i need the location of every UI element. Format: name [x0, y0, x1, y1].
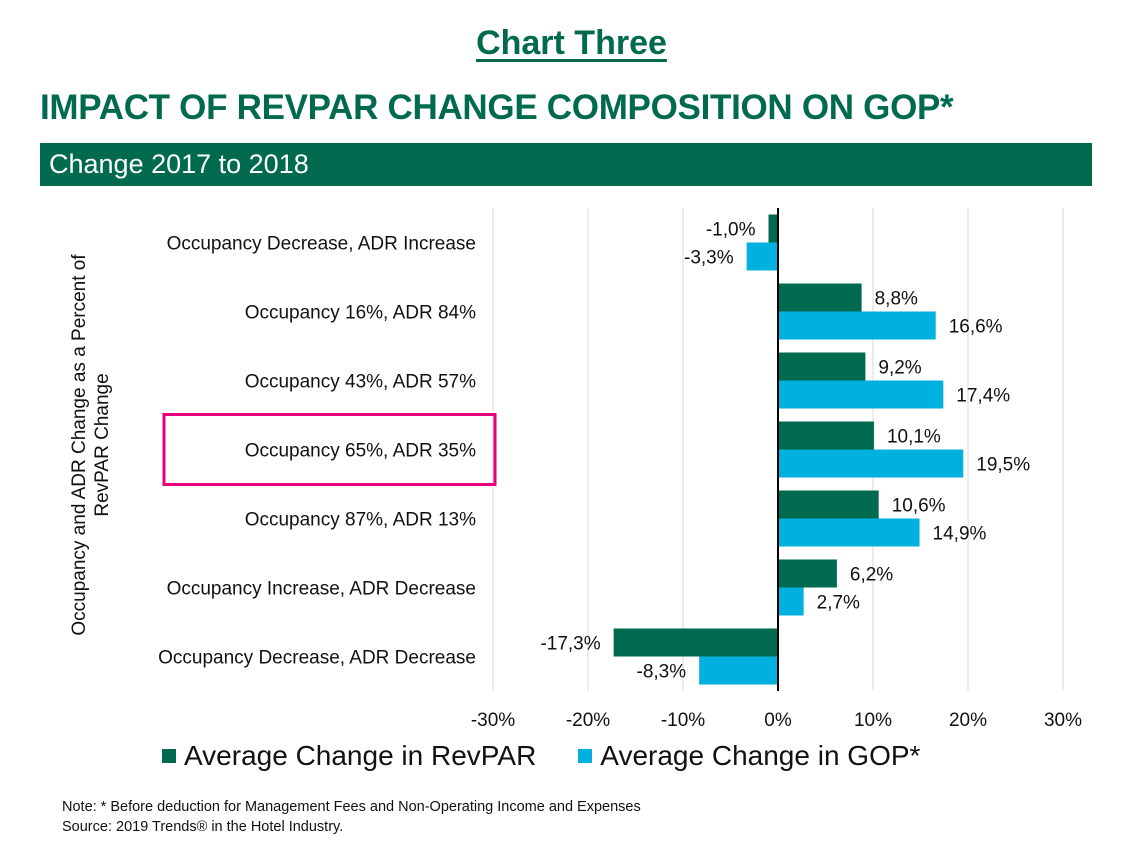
bar-gop [778, 518, 920, 547]
bar-revpar [778, 490, 879, 519]
bar-gop [746, 242, 778, 271]
category-label: Occupancy Decrease, ADR Decrease [158, 648, 476, 669]
highlight-box [162, 413, 497, 486]
data-label: 16,6% [949, 317, 1003, 338]
legend-swatch-gop [578, 749, 593, 763]
subtitle-band: Change 2017 to 2018 [40, 143, 1092, 186]
data-label: 10,1% [887, 427, 941, 448]
legend-item-revpar: Average Change in RevPAR [162, 740, 536, 772]
bar-gop [778, 587, 804, 616]
data-label: 2,7% [817, 593, 860, 614]
legend-label-revpar: Average Change in RevPAR [184, 740, 537, 771]
x-tick-label: 20% [949, 710, 987, 731]
category-label: Occupancy 43%, ADR 57% [245, 372, 476, 393]
category-label: Occupancy 87%, ADR 13% [245, 510, 476, 531]
data-label: -1,0% [706, 220, 756, 241]
bar-revpar [778, 352, 866, 381]
data-label: -17,3% [540, 634, 600, 655]
chart-kicker: Chart Three [476, 24, 667, 62]
category-label: Occupancy Decrease, ADR Increase [167, 234, 476, 255]
data-label: 6,2% [850, 565, 893, 586]
bar-gop [699, 656, 778, 685]
y-axis-title-line: RevPAR Change [92, 373, 113, 516]
chart-title: IMPACT OF REVPAR CHANGE COMPOSITION ON G… [40, 88, 954, 127]
category-label: Occupancy 16%, ADR 84% [245, 303, 476, 324]
bar-revpar [778, 283, 862, 312]
x-tick-label: 30% [1044, 710, 1082, 731]
footnote: Note: * Before deduction for Management … [62, 797, 641, 837]
data-label: 14,9% [933, 524, 987, 545]
bar-gop [778, 311, 936, 340]
data-label: -8,3% [637, 662, 687, 683]
legend-swatch-revpar [162, 749, 176, 763]
bar-revpar [613, 628, 778, 657]
legend: Average Change in RevPAR Average Change … [162, 740, 920, 772]
bar-revpar [778, 559, 837, 588]
note-text: Note: * Before deduction for Management … [62, 799, 641, 815]
y-axis-title: Occupancy and ADR Change as a Percent of… [69, 254, 113, 636]
category-label: Occupancy Increase, ADR Decrease [167, 579, 476, 600]
legend-label-gop: Average Change in GOP* [600, 740, 921, 771]
x-tick-label: -20% [566, 710, 610, 731]
x-tick-label: 0% [764, 710, 792, 731]
data-label: 19,5% [976, 455, 1030, 476]
x-tick-label: -30% [471, 710, 515, 731]
legend-item-gop: Average Change in GOP* [578, 740, 920, 772]
bar-gop [778, 380, 944, 409]
x-tick-label: 10% [854, 710, 892, 731]
source-text: Source: 2019 Trends® in the Hotel Indust… [62, 819, 344, 835]
bar-gop [778, 449, 964, 478]
y-axis-title-line: Occupancy and ADR Change as a Percent of [69, 254, 90, 636]
data-label: 17,4% [956, 386, 1010, 407]
data-label: -3,3% [684, 248, 734, 269]
x-tick-label: -10% [661, 710, 705, 731]
bar-revpar [778, 421, 874, 450]
data-label: 10,6% [892, 496, 946, 517]
bar-revpar [768, 214, 778, 243]
data-label: 8,8% [875, 289, 918, 310]
data-label: 9,2% [878, 358, 921, 379]
category-label: Occupancy 65%, ADR 35% [245, 441, 476, 462]
